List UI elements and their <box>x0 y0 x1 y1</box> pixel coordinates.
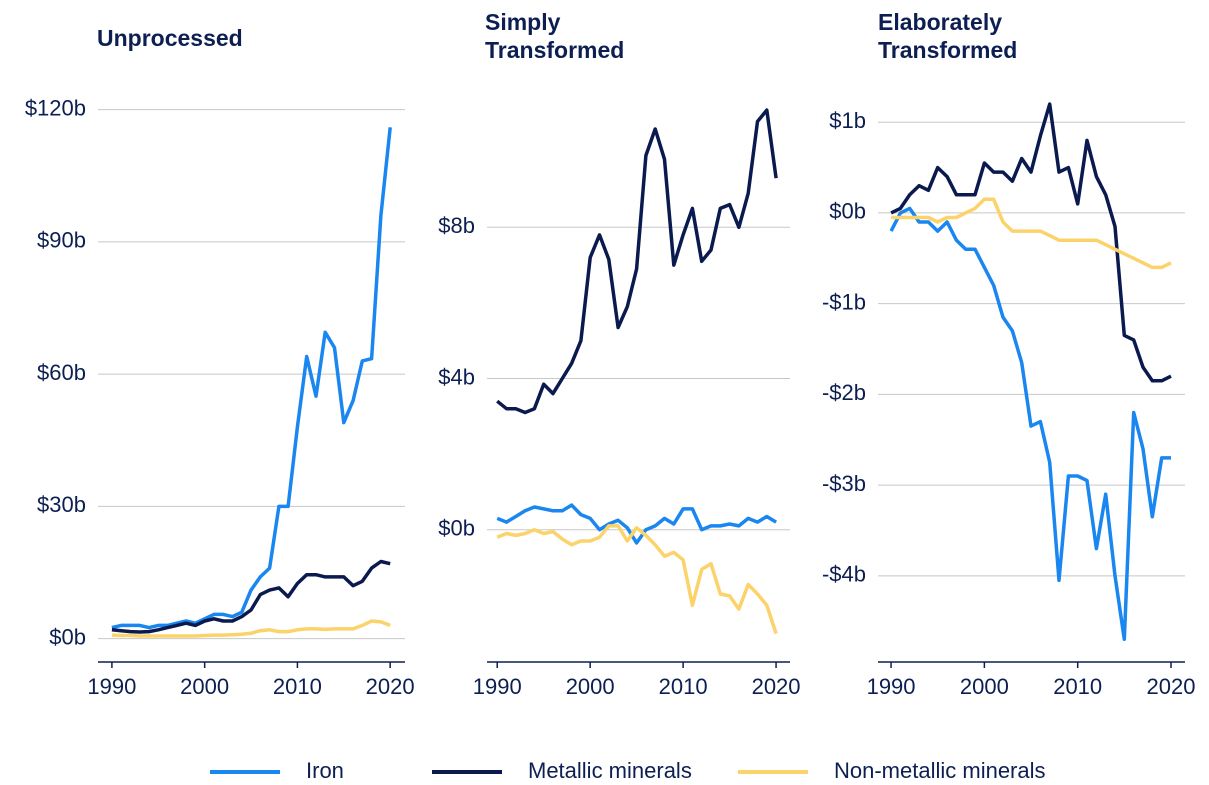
y-tick-label: -$4b <box>822 562 866 587</box>
x-tick-label: 2000 <box>180 674 229 699</box>
series-line <box>111 127 392 630</box>
x-tick-label: 2010 <box>659 674 708 699</box>
y-tick-label: -$1b <box>822 289 866 314</box>
series-line <box>111 559 391 634</box>
y-tick-label: $1b <box>829 108 866 133</box>
y-tick-label: -$3b <box>822 471 866 496</box>
panel-title: Elaborately Transformed <box>878 9 1018 63</box>
x-tick-label: 2010 <box>273 674 322 699</box>
y-tick-label: $120b <box>25 95 86 120</box>
series-line <box>496 524 778 635</box>
series-line <box>111 619 391 638</box>
series-line <box>889 206 1171 642</box>
y-tick-label: $90b <box>37 228 86 253</box>
x-tick-label: 1990 <box>473 674 522 699</box>
y-tick-label: $30b <box>37 492 86 517</box>
series-line <box>890 102 1172 383</box>
y-tick-label: $0b <box>49 624 86 649</box>
x-tick-label: 2000 <box>960 674 1009 699</box>
series-line <box>496 108 778 415</box>
x-tick-label: 2020 <box>366 674 415 699</box>
y-tick-label: $4b <box>438 364 475 389</box>
x-tick-label: 2020 <box>1147 674 1196 699</box>
panel-title: Simply Transformed <box>485 9 625 63</box>
y-tick-label: $8b <box>438 213 475 238</box>
x-tick-label: 2000 <box>566 674 615 699</box>
series-line <box>891 197 1172 270</box>
y-tick-label: $60b <box>37 360 86 385</box>
legend-label: Iron <box>306 758 344 783</box>
x-tick-label: 1990 <box>867 674 916 699</box>
x-tick-label: 1990 <box>87 674 136 699</box>
legend-label: Metallic minerals <box>528 758 692 783</box>
x-tick-label: 2020 <box>752 674 801 699</box>
y-tick-label: $0b <box>438 516 475 541</box>
panel-title: Unprocessed <box>97 25 243 51</box>
series-line <box>496 503 778 545</box>
y-tick-label: -$2b <box>822 380 866 405</box>
y-tick-label: $0b <box>829 199 866 224</box>
x-tick-label: 2010 <box>1053 674 1102 699</box>
legend-label: Non-metallic minerals <box>834 758 1046 783</box>
